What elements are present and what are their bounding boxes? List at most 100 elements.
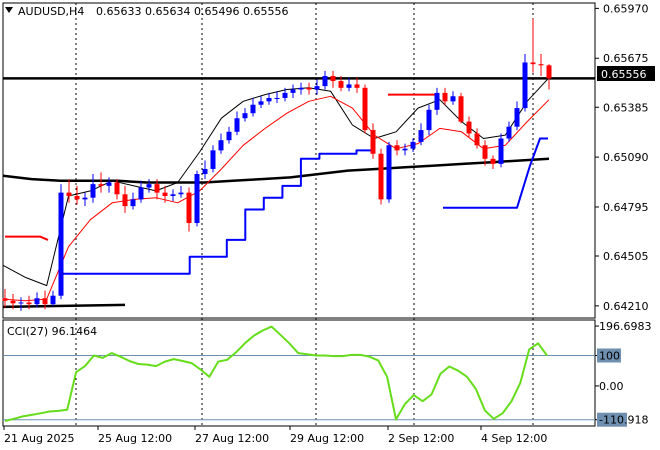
candle-body [506,126,512,139]
candle-body [106,182,112,186]
candle-body [538,64,544,66]
candle-body [162,192,168,196]
collapse-triangle-icon[interactable] [5,7,13,13]
cci-label: CCI(27) 96.1464 [7,325,97,338]
cci-tick-label: 196.6983 [599,320,652,333]
candle-body [10,300,16,304]
candle-body [410,141,416,149]
candle-body [442,92,448,102]
candle-body [170,194,176,196]
support-line [2,303,126,309]
candle-body [50,295,56,305]
candle-body [474,133,480,146]
candle-body [466,121,472,134]
trailing-stop-up-2 [443,137,548,209]
time-tick-label: 21 Aug 2025 [4,432,74,445]
candle-body [546,65,552,79]
candle-body [362,87,368,131]
candle-body [130,199,136,207]
candle-body [378,153,384,200]
main-panel [2,2,596,319]
time-tick-label: 2 Sep 12:00 [388,432,454,445]
candle-body [274,97,280,99]
moving-average-mid [2,95,550,302]
cci-levels [3,354,595,421]
candle-body [418,130,424,142]
candle-body [186,192,192,224]
cci-level-tag [597,412,627,427]
price-tick-label: 0.65090 [603,151,649,164]
candle-body [298,87,304,90]
price-tick-label: 0.65970 [603,2,649,15]
candle-body [530,62,536,65]
time-tick-label: 4 Sep 12:00 [481,432,547,445]
candle-body [250,104,256,114]
candle-body [290,89,296,93]
candle-body [74,195,80,200]
cci-series [4,325,548,422]
candle-body [42,298,48,305]
moving-average-long [2,157,550,184]
candle-body [234,118,240,132]
candle-body [354,84,360,88]
price-tick-label: 0.65385 [603,101,649,114]
price-axis: 0.65970 0.65675 0.65385 0.65090 0.64795 0.645… [595,2,649,313]
candle-body [114,182,120,195]
candle-body [178,192,184,195]
cci-line [4,325,548,422]
candle-body [490,158,496,164]
time-tick-label: 29 Aug 12:00 [290,432,364,445]
candle-body [34,298,40,305]
cci-panel-frame [2,319,596,427]
candle-body [266,97,272,102]
candle-body [98,184,104,186]
candle-body [346,84,352,88]
cci-axis: 196.6983 100 0.00 -110.918 [595,320,652,427]
candle-body [370,130,376,154]
candle-body [522,62,528,109]
cci-panel [2,319,596,427]
candle-body [258,101,264,105]
candle-body [450,96,456,102]
cci-tick-label: -110.918 [599,414,648,427]
indicator-lines [2,77,595,309]
candle-body [154,184,160,193]
candle-body [122,194,128,207]
candle-body [146,184,152,188]
ohlc-label: 0.65633 0.65634 0.65496 0.65556 [96,5,288,18]
candle-body [226,131,232,141]
time-axis: 21 Aug 2025 25 Aug 12:00 27 Aug 12:00 29 Au… [3,426,547,445]
candle-body [434,92,440,110]
candle-body [338,81,344,88]
candle-body [82,197,88,200]
candle-body [386,145,392,200]
candle-body [66,192,72,196]
trailing-stop-up [60,149,375,275]
candle-body [242,113,248,119]
main-panel-frame [2,2,596,319]
candle-body [322,75,328,87]
candle-body [458,96,464,122]
price-tick-label: 0.64210 [603,300,649,313]
price-tick-label: 0.64505 [603,250,649,263]
candle-body [202,168,208,175]
candle-body [394,145,400,151]
current-price-tag: 0.65556 [597,66,655,81]
candle-body [2,298,8,301]
candle-body [18,302,24,304]
price-tick-label: 0.65675 [603,52,649,65]
candles [2,18,552,311]
candle-body [514,108,520,127]
cci-tick-label: 100 [599,349,620,362]
cci-tick-label: 0.00 [599,380,624,393]
candle-body [90,184,96,198]
symbol-label: AUDUSD,H4 [18,5,84,18]
time-tick-label: 27 Aug 12:00 [195,432,269,445]
candle-body [26,302,32,305]
cci-level-tag [597,348,621,363]
candle-body [482,145,488,159]
candle-body [402,148,408,151]
candle-body [426,109,432,131]
candle-body [138,187,144,200]
